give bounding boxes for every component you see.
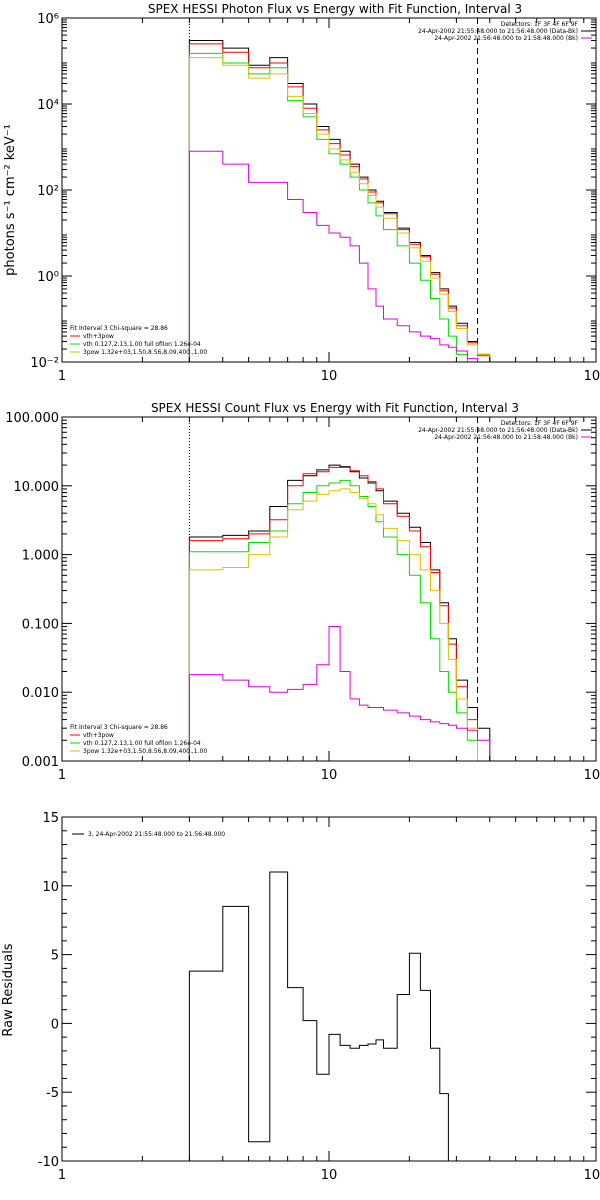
y-tick-label: -10 (38, 1155, 59, 1170)
y-tick-label: -5 (46, 1086, 59, 1101)
x-tick-label: 10 (321, 768, 338, 783)
y-tick-label: 10.000 (14, 480, 60, 495)
y-tick-label: 15 (42, 811, 59, 826)
photon-flux-title: SPEX HESSI Photon Flux vs Energy with Fi… (148, 2, 522, 16)
series-step-0 (188, 40, 491, 362)
residuals-panel: Raw Residuals 1 10 100 -10 -5 0 5 10 15 3, 24-Apr… (1, 811, 600, 1183)
legend-bottom-text: vth+3pow (83, 732, 114, 739)
y-tick-label: 1.000 (22, 549, 59, 564)
series-step-2 (188, 52, 478, 362)
y-tick-label: 10 (42, 880, 59, 895)
legend-top-text: Detectors: 1F 3F 4F 6F 9F (501, 21, 579, 28)
residuals-y-label: Raw Residuals (1, 943, 16, 1036)
count-flux-title: SPEX HESSI Count Flux vs Energy with Fit… (151, 401, 519, 415)
series-step-3 (188, 57, 504, 362)
legend-top-text: 24-Apr-2002 21:56:48.000 to 21:58:48.000… (434, 434, 578, 441)
series-step-0 (188, 871, 449, 1161)
legend-top-text: 24-Apr-2002 21:56:48.000 to 21:58:48.000… (434, 35, 578, 42)
photon-flux-panel: SPEX HESSI Photon Flux vs Energy with Fi… (3, 2, 600, 384)
x-tick-label: 10 (321, 1168, 338, 1183)
y-tick-label: 10⁶ (37, 12, 59, 27)
y-tick-label: 10⁻² (30, 356, 59, 371)
x-tick-label: 100 (584, 768, 600, 783)
legend-bottom-text: Fit Interval 3 Chi-square = 28.86 (70, 325, 168, 332)
y-tick-label: 10⁰ (37, 270, 59, 285)
legend-bottom-text: Fit Interval 3 Chi-square = 28.86 (70, 724, 168, 731)
plot-frame (61, 17, 597, 363)
legend-text: 3, 24-Apr-2002 21:55:48.000 to 21:56:48.… (88, 831, 225, 838)
legend-bottom-text: vth 0.127,2.13,1.00 full ofilon 1.26e-04 (83, 341, 201, 348)
series-step-1 (188, 43, 491, 362)
legend-bottom-text: vth+3pow (83, 333, 114, 340)
legend-top-text: 24-Apr-2002 21:55:48.000 to 21:56:48.000… (418, 427, 578, 434)
y-tick-label: 10² (37, 184, 59, 199)
series-step-4 (188, 150, 490, 362)
photon-flux-y-label: photons s⁻¹ cm⁻² keV⁻¹ (3, 124, 18, 276)
x-tick-label: 10 (321, 369, 338, 384)
series-step-4 (188, 626, 491, 761)
y-tick-label: 0 (51, 1017, 59, 1032)
x-tick-label: 100 (584, 1168, 600, 1183)
x-tick-label: 100 (584, 369, 600, 384)
y-tick-label: 0.100 (22, 617, 59, 632)
y-tick-label: 10⁴ (37, 98, 59, 113)
legend-top-text: Detectors: 1F 3F 4F 6F 9F (501, 420, 579, 427)
legend-top-text: 24-Apr-2002 21:55:48.000 to 21:56:48.000… (418, 28, 578, 35)
y-tick-label: 5 (51, 949, 59, 964)
series-step-0 (188, 464, 491, 761)
legend-bottom-text: 3pow 1.32e+03,1.50,8.56,8.09,400.,1.00 (83, 349, 207, 356)
y-tick-label: 0.001 (22, 755, 59, 770)
x-tick-label: 1 (58, 1168, 66, 1183)
legend-bottom-text: 3pow 1.32e+03,1.50,8.56,8.09,400.,1.00 (83, 748, 207, 755)
series-step-3 (188, 488, 490, 761)
plot-frame (61, 816, 597, 1162)
series-step-2 (188, 479, 478, 761)
series-step-1 (188, 466, 478, 761)
x-tick-label: 1 (58, 369, 66, 384)
y-tick-label: 0.010 (22, 686, 59, 701)
legend-bottom-text: vth 0.127,2.13,1.00 full ofilon 1.26e-04 (83, 740, 201, 747)
y-tick-label: 100.000 (5, 411, 59, 426)
count-flux-panel: SPEX HESSI Count Flux vs Energy with Fit… (5, 401, 600, 783)
x-tick-label: 1 (58, 768, 66, 783)
